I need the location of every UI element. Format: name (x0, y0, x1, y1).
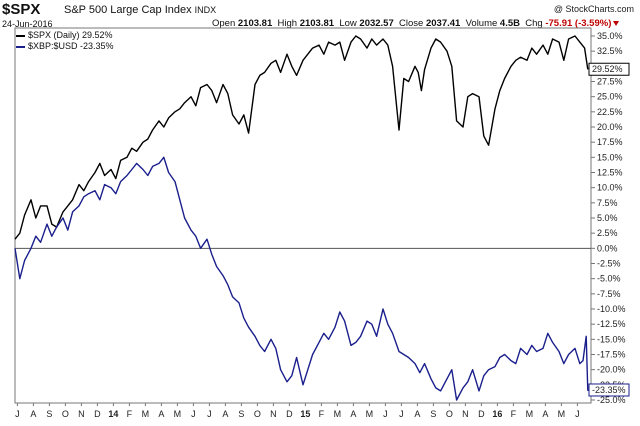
x-tick-label: D (478, 409, 485, 419)
x-tick-label: 16 (492, 409, 502, 419)
xbp-series-line (14, 156, 589, 401)
legend-item-spx[interactable]: $SPX (Daily) 29.52% (16, 30, 114, 41)
y-tick-label: 15.0% (597, 152, 623, 162)
x-tick-label: N (462, 409, 469, 419)
open-label: Open (212, 18, 236, 29)
y-tick-label: 10.0% (597, 183, 623, 193)
index-name-text: S&P 500 Large Cap Index (64, 4, 192, 16)
spx-series-line (14, 35, 589, 240)
x-tick-label: N (78, 409, 85, 419)
close-value: 2037.41 (425, 18, 461, 29)
x-tick-label: 14 (108, 409, 118, 419)
x-tick-label: F (127, 409, 133, 419)
x-tick-label: M (334, 409, 342, 419)
spx-swatch-icon (16, 34, 25, 37)
chg-value: -75.91 (-3.59%) (545, 18, 612, 29)
y-tick-label: -17.5% (597, 350, 626, 360)
x-tick-label: O (254, 409, 261, 419)
y-tick-label: -5.0% (597, 274, 621, 284)
x-tick-label: S (46, 409, 52, 419)
y-tick-label: -12.5% (597, 319, 626, 329)
chart-date: 24-Jun-2016 (2, 19, 53, 29)
x-tick-label: A (542, 409, 548, 419)
x-tick-label: M (142, 409, 150, 419)
x-tick-label: J (399, 409, 404, 419)
x-tick-label: D (94, 409, 101, 419)
volume-value: 4.5B (499, 18, 520, 29)
x-axis: J A S O N D 14 F M A M J J A S O N D 15 F M A M J J A S O N D 16 F M A M J (15, 403, 580, 419)
y-tick-label: -20.0% (597, 365, 626, 375)
down-arrow-icon (613, 20, 620, 26)
y-tick-label: 22.5% (597, 107, 623, 117)
y-tick-label: 12.5% (597, 168, 623, 178)
y-tick-label: -2.5% (597, 259, 621, 269)
y-tick-label: 27.5% (597, 77, 623, 87)
y-tick-label: -15.0% (597, 334, 626, 344)
y-tick-label: 20.0% (597, 122, 623, 132)
x-tick-label: M (174, 409, 182, 419)
y-tick-label: 5.0% (597, 213, 618, 223)
x-tick-label: S (238, 409, 244, 419)
x-tick-label: F (511, 409, 517, 419)
ohlc-readout: Open 2103.81 High 2103.81 Low 2032.57 Cl… (212, 18, 620, 29)
y-tick-label: 32.5% (597, 46, 623, 56)
chart-legend: $SPX (Daily) 29.52% $XBP:$USD -23.35% (16, 30, 114, 52)
close-label: Close (399, 18, 424, 29)
x-tick-label: F (319, 409, 325, 419)
x-tick-label: M (366, 409, 374, 419)
x-tick-label: A (414, 409, 420, 419)
x-tick-label: 15 (300, 409, 310, 419)
x-tick-label: S (430, 409, 436, 419)
high-value: 2103.81 (299, 18, 335, 29)
index-name: S&P 500 Large Cap Index INDX (64, 4, 216, 16)
xbp-end-label: -23.35% (592, 385, 626, 395)
x-tick-label: M (526, 409, 534, 419)
x-tick-label: A (350, 409, 356, 419)
high-label: High (277, 18, 298, 29)
x-tick-label: J (383, 409, 388, 419)
xbp-end-box (588, 383, 630, 397)
symbol-title: $SPX (2, 1, 41, 18)
chg-label: Chg (525, 18, 543, 29)
y-axis: 35.0%32.5%30.0%27.5%25.0%22.5%20.0%17.5%… (591, 31, 626, 405)
x-tick-label: J (207, 409, 212, 419)
volume-label: Volume (465, 18, 498, 29)
series-lines (14, 35, 589, 401)
x-tick-label: O (62, 409, 69, 419)
x-tick-label: J (575, 409, 580, 419)
x-tick-label: O (446, 409, 453, 419)
x-tick-label: M (558, 409, 566, 419)
y-tick-label: 17.5% (597, 137, 623, 147)
spx-end-box (588, 62, 630, 76)
x-tick-label: A (30, 409, 36, 419)
x-tick-label: A (158, 409, 164, 419)
x-tick-label: J (191, 409, 196, 419)
x-tick-label: D (286, 409, 293, 419)
stockcharts-brand[interactable]: @ StockCharts.com (553, 4, 634, 14)
x-tick-label: J (15, 409, 20, 419)
x-tick-label: N (270, 409, 277, 419)
y-tick-label: 25.0% (597, 92, 623, 102)
y-tick-label: -7.5% (597, 289, 621, 299)
low-label: Low (339, 18, 357, 29)
y-tick-label: 0.0% (597, 243, 618, 253)
y-tick-label: 2.5% (597, 228, 618, 238)
plot-frame (14, 27, 592, 404)
low-value: 2032.57 (359, 18, 394, 29)
y-tick-label: 7.5% (597, 198, 618, 208)
y-tick-label: -25.0% (597, 395, 626, 405)
end-labels: 29.52% -23.35% (588, 62, 630, 397)
legend-spx-label: $SPX (Daily) 29.52% (28, 30, 113, 40)
xbp-swatch-icon (16, 45, 25, 48)
x-tick-label: A (222, 409, 228, 419)
open-value: 2103.81 (237, 18, 273, 29)
exchange-label: INDX (194, 5, 217, 15)
legend-xbp-label: $XBP:$USD -23.35% (28, 41, 114, 51)
spx-end-label: 29.52% (592, 64, 623, 74)
legend-item-xbp[interactable]: $XBP:$USD -23.35% (16, 41, 114, 52)
y-tick-label: -10.0% (597, 304, 626, 314)
y-tick-label: 35.0% (597, 31, 623, 41)
